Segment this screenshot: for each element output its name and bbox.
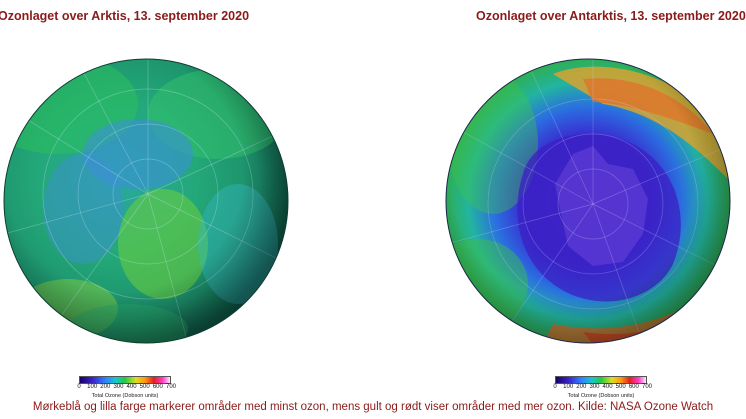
colorbar-tick: 400: [602, 384, 613, 390]
colorbar-tick: 0: [553, 384, 557, 390]
antarctic-map-title: Ozonlaget over Antarktis, 13. september …: [476, 9, 746, 23]
colorbar-tick: 600: [152, 384, 163, 390]
colorbar-tick: 0: [77, 384, 81, 390]
colorbar-tick: 700: [641, 384, 653, 390]
colorbar-tick: 700: [165, 384, 177, 390]
arctic-map-title: Ozonlaget over Arktis, 13. september 202…: [0, 9, 250, 23]
colorbar-ticks: 0 100 200 300 400 500 600 700: [77, 384, 176, 392]
colorbar-gradient: [79, 376, 171, 384]
colorbar-tick: 100: [563, 384, 574, 390]
colorbar-tick: 300: [589, 384, 600, 390]
caption: Mørkeblå og lilla farge markerer områder…: [32, 401, 714, 413]
colorbar-ticks: 0 100 200 300 400 500 600 700: [553, 384, 652, 392]
colorbar-tick: 100: [87, 384, 98, 390]
antarctic-colorbar: 0 100 200 300 400 500 600 700 Total Ozon…: [553, 376, 652, 399]
arctic-ozone-globe: [3, 58, 289, 344]
colorbar-gradient: [555, 376, 647, 384]
colorbar-tick: 600: [628, 384, 639, 390]
colorbar-tick: 200: [100, 384, 111, 390]
colorbar-label: Total Ozone (Dobson units): [567, 393, 635, 399]
antarctic-ozone-globe: [445, 58, 731, 344]
colorbar-tick: 400: [126, 384, 137, 390]
colorbar-label: Total Ozone (Dobson units): [91, 393, 159, 399]
arctic-colorbar: 0 100 200 300 400 500 600 700 Total Ozon…: [77, 376, 176, 399]
colorbar-tick: 200: [576, 384, 587, 390]
colorbar-tick: 500: [615, 384, 626, 390]
colorbar-tick: 300: [113, 384, 124, 390]
colorbar-tick: 500: [139, 384, 150, 390]
